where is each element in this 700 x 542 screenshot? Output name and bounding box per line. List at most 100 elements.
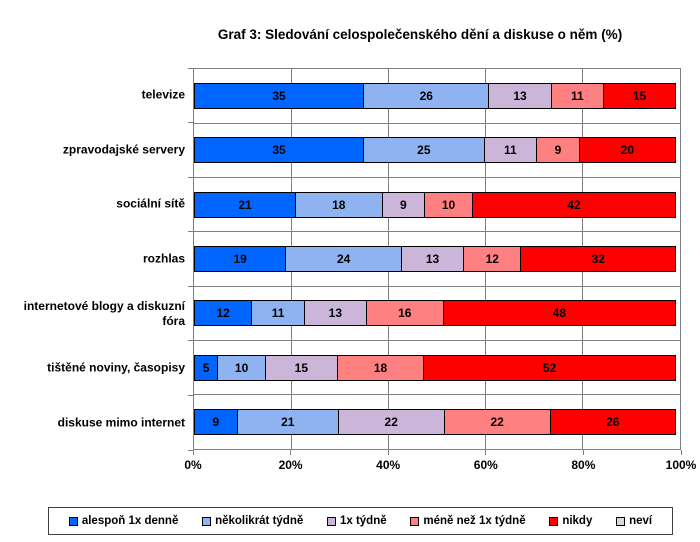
bar-segment: 35 [194,137,365,164]
category-band: 35 26 13 11 15 [194,69,680,123]
horizontal-gridline [194,122,680,124]
value-tick-label: 20% [278,458,303,472]
bar-segment: 9 [536,137,580,164]
legend-item: 1x týdně [326,515,387,527]
plot-area: 35 26 13 11 15 35 25 11 9 20 21 18 9 10 42 19 24 13 12 32 12… [193,68,681,450]
legend: alespoň 1x denně několikrát týdně 1x týdně… [48,507,673,535]
bar-segment: 13 [488,83,552,110]
legend-item: několikrát týdně [202,515,303,527]
category-tick [188,340,193,342]
horizontal-gridline [194,394,680,396]
category-label: sociální sítě [116,196,185,211]
bar-segment: 52 [423,354,676,381]
legend-label: 1x týdně [339,515,387,527]
bar-segment: 21 [236,408,339,435]
bar-segment: 26 [363,83,490,110]
legend-item: méně než 1x týdně [410,515,526,527]
bar-value-label: 12 [216,306,230,321]
bar-segment: 15 [264,354,338,381]
stacked-bar: 9 21 22 22 26 [194,408,680,435]
bar-segment: 13 [303,300,367,327]
value-tick [680,450,682,455]
bar-segment: 22 [443,408,551,435]
legend-label: nikdy [562,515,593,527]
value-tick-label: 80% [571,458,596,472]
bar-value-label: 26 [606,414,620,429]
bar-segment: 48 [442,300,676,327]
value-tick [290,450,292,455]
bar-value-label: 32 [591,251,605,266]
bar-value-label: 22 [384,414,398,429]
legend-swatch [616,516,626,526]
value-tick-label: 100% [665,458,697,472]
bar-value-label: 18 [373,360,388,375]
legend-swatch [202,516,212,526]
value-axis-ticks [192,450,682,455]
bar-segment: 32 [520,245,676,272]
bar-segment: 42 [471,191,676,218]
bar-segment: 5 [194,354,219,381]
bar-value-label: 48 [552,306,566,321]
bar-value-label: 13 [513,89,527,104]
bar-segment: 11 [483,137,538,164]
legend-label: několikrát týdně [215,515,304,527]
bar-segment: 11 [550,83,605,110]
value-tick [582,450,584,455]
legend-swatch [326,516,336,526]
horizontal-gridline [194,339,680,341]
bar-segment: 10 [424,191,473,218]
bar-value-label: 21 [281,414,295,429]
chart-title: Graf 3: Sledování celospolečenského dění… [217,27,623,42]
bar-value-label: 35 [272,143,286,158]
legend-swatch [410,516,420,526]
legend-item: alespoň 1x denně [68,515,179,527]
bar-value-label: 9 [554,143,562,158]
bar-value-label: 20 [620,143,635,158]
bar-value-label: 11 [503,143,517,158]
category-tick [188,176,193,178]
bar-segment: 19 [194,245,287,272]
category-band: 9 21 22 22 26 [194,395,680,449]
bar-value-label: 18 [332,197,346,212]
bar-value-label: 22 [490,414,504,429]
bar-segment: 9 [381,191,426,218]
legend-label: méně než 1x týdně [423,515,526,527]
bar-value-label: 24 [336,251,351,266]
category-band: 12 11 13 16 48 [194,286,680,340]
bar-value-label: 25 [417,143,431,158]
bar-value-label: 19 [233,251,247,266]
stacked-bar: 35 25 11 9 20 [194,137,680,164]
horizontal-gridline [194,231,680,233]
legend-label: alespoň 1x denně [81,515,179,527]
category-band: 5 10 15 18 52 [194,340,680,394]
bar-value-label: 42 [567,197,581,212]
stacked-bar: 12 11 13 16 48 [194,300,680,327]
bar-value-label: 10 [441,197,456,212]
category-tick [188,67,193,69]
category-label: zpravodajské servery [62,142,185,157]
bar-segment: 25 [363,137,485,164]
value-tick-label: 40% [376,458,401,472]
category-label: rozhlas [142,251,185,266]
bar-value-label: 21 [238,197,252,212]
category-tick [188,449,193,451]
bar-segment: 35 [194,83,365,110]
legend-swatch [68,516,78,526]
bar-value-label: 26 [419,89,433,104]
bar-value-label: 10 [234,360,249,375]
bar-segment: 13 [400,245,465,272]
bar-segment: 12 [463,245,522,272]
bar-value-label: 13 [328,306,343,321]
bar-segment: 20 [578,137,676,164]
horizontal-gridline [194,285,680,287]
stacked-bar: 19 24 13 12 32 [194,245,680,272]
bar-segment: 16 [365,300,444,327]
bar-segment: 24 [285,245,402,272]
horizontal-gridline [194,177,680,179]
bar-segment: 18 [295,191,383,218]
bar-segment: 15 [603,83,676,110]
value-tick-label: 0% [184,458,202,472]
bar-value-label: 15 [294,360,309,375]
category-tick [188,394,193,396]
bar-segment: 11 [251,300,305,327]
